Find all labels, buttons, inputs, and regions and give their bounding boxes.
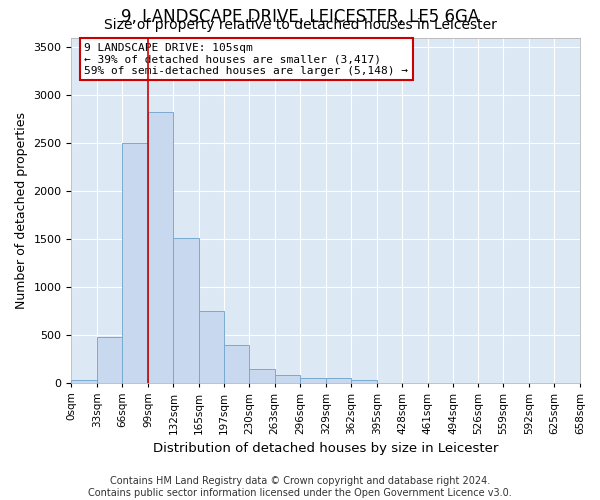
Text: 9 LANDSCAPE DRIVE: 105sqm
← 39% of detached houses are smaller (3,417)
59% of se: 9 LANDSCAPE DRIVE: 105sqm ← 39% of detac… (84, 42, 408, 76)
Bar (275, 376, 300, 382)
Bar (300, 378, 326, 382)
Text: Contains HM Land Registry data © Crown copyright and database right 2024.
Contai: Contains HM Land Registry data © Crown c… (88, 476, 512, 498)
Bar (351, 380, 377, 382)
X-axis label: Distribution of detached houses by size in Leicester: Distribution of detached houses by size … (153, 442, 499, 455)
Text: Size of property relative to detached houses in Leicester: Size of property relative to detached ho… (104, 18, 496, 32)
Y-axis label: Number of detached properties: Number of detached properties (15, 112, 28, 308)
Bar (97, 336, 122, 382)
Bar (224, 345, 249, 383)
Bar (71, 380, 97, 382)
Bar (148, 112, 173, 382)
Text: 9, LANDSCAPE DRIVE, LEICESTER, LE5 6GA: 9, LANDSCAPE DRIVE, LEICESTER, LE5 6GA (121, 8, 479, 26)
Bar (122, 143, 148, 382)
Bar (326, 378, 351, 382)
Bar (249, 369, 275, 382)
Bar (173, 238, 199, 382)
Bar (199, 310, 224, 382)
